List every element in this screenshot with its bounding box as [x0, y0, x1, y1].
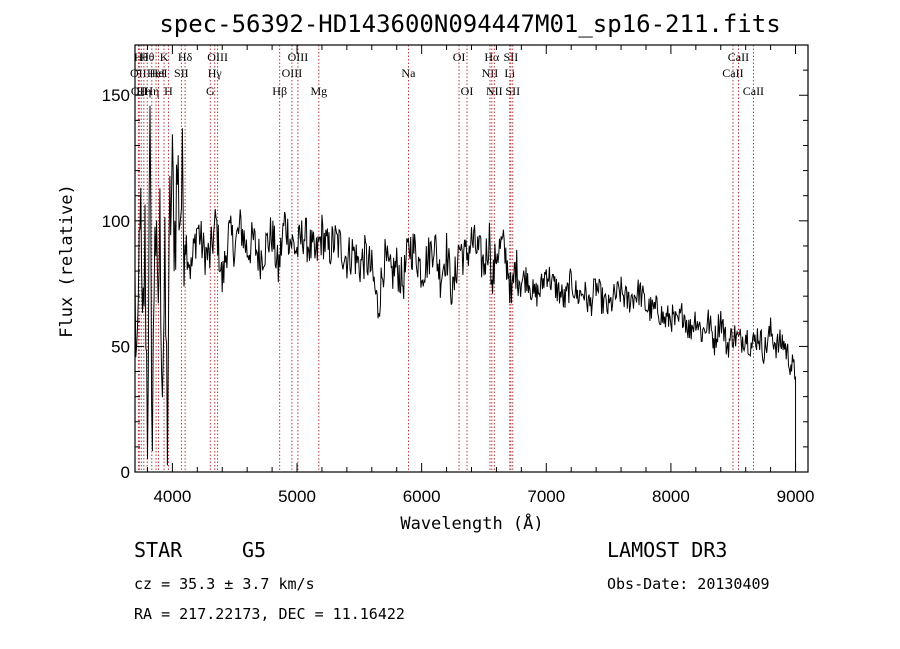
- line-marker-label: H: [164, 84, 173, 98]
- line-marker-label: HeI: [147, 66, 165, 80]
- x-axis-label: Wavelength (Å): [400, 512, 543, 534]
- plot-border: [134, 44, 809, 473]
- x-tick-label: 4000: [153, 487, 191, 506]
- line-marker-label: HeI: [150, 66, 168, 80]
- line-marker-label: Hθ: [140, 50, 155, 64]
- line-marker-label: OI: [453, 50, 466, 64]
- line-marker-label: OIII: [207, 50, 228, 64]
- line-marker-label: OIII: [282, 66, 303, 80]
- radec-info: RA = 217.22173, DEC = 11.16422: [134, 605, 405, 623]
- x-tick-label: 5000: [278, 487, 316, 506]
- y-tick-label: 50: [111, 337, 130, 356]
- line-marker-label: SII: [504, 50, 519, 64]
- axis-ticks: 4000 5000 6000 7000 8000 9000 0 50 100 150: [102, 45, 815, 506]
- line-marker-label: OII: [130, 66, 147, 80]
- line-marker-label: K: [160, 50, 169, 64]
- x-tick-label: 9000: [777, 487, 815, 506]
- y-tick-label: 150: [102, 86, 130, 105]
- line-marker-label: OIII: [288, 50, 309, 64]
- obs-date: Obs-Date: 20130409: [607, 575, 770, 593]
- x-tick-label: 6000: [403, 487, 441, 506]
- object-class: STAR: [134, 538, 183, 562]
- line-marker-label: Hγ: [208, 66, 223, 80]
- line-marker-label: NII: [486, 84, 503, 98]
- y-tick-label: 100: [102, 212, 130, 231]
- line-marker-label: Na: [401, 66, 416, 80]
- line-marker-label: Hα: [484, 50, 500, 64]
- plot-frame: [134, 44, 809, 473]
- x-tick-label: 7000: [527, 487, 565, 506]
- survey-name: LAMOST DR3: [607, 538, 727, 562]
- line-marker-label: SII: [174, 66, 189, 80]
- spectrum-series: [134, 105, 797, 472]
- line-marker-label: Mg: [310, 84, 327, 98]
- y-axis-label: Flux (relative): [57, 184, 77, 338]
- spectrum-line: [134, 105, 796, 466]
- line-marker-label: Hδ: [178, 50, 193, 64]
- line-marker-label: Hη: [144, 84, 159, 98]
- x-tick-label: 8000: [652, 487, 690, 506]
- line-marker-label: Li: [504, 66, 515, 80]
- line-marker-label: Hβ: [272, 84, 287, 98]
- line-marker-label: Hθ: [134, 50, 149, 64]
- line-marker-label: OI: [461, 84, 474, 98]
- line-marker-label: CaII: [722, 66, 743, 80]
- chart-title: spec-56392-HD143600N094447M01_sp16-211.f…: [159, 10, 780, 38]
- line-marker-label: CaII: [743, 84, 764, 98]
- line-marker-label: NII: [482, 66, 499, 80]
- object-subclass: G5: [242, 538, 266, 562]
- line-marker-label: SII: [505, 84, 520, 98]
- line-marker-label: CaII: [728, 50, 749, 64]
- y-tick-label: 0: [121, 463, 130, 482]
- line-marker-label: G: [206, 84, 215, 98]
- redshift-info: cz = 35.3 ± 3.7 km/s: [134, 575, 315, 593]
